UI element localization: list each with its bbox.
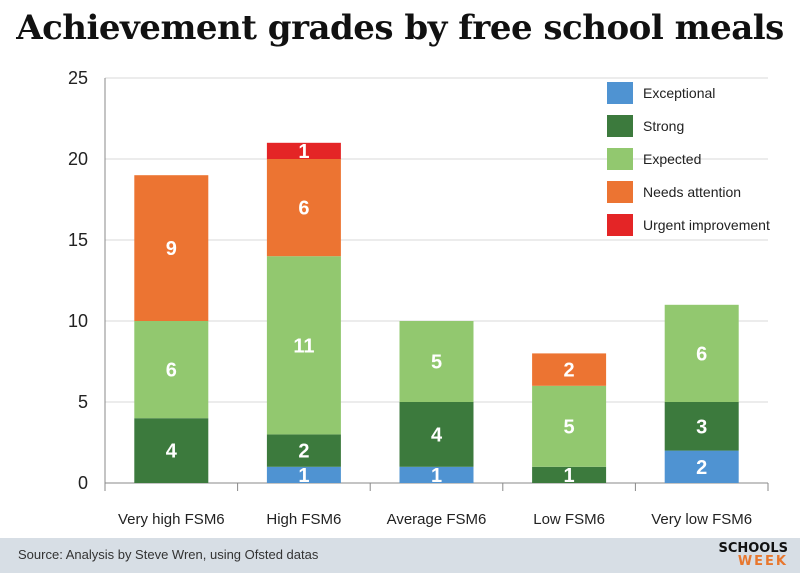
schools-week-logo: SCHOOLS WEEK (718, 542, 788, 568)
bar-value-label: 1 (298, 141, 309, 163)
bar-value-label: 1 (564, 465, 575, 487)
bar-value-label: 4 (431, 424, 443, 446)
bar-value-label: 2 (696, 457, 707, 479)
logo-text-bottom: WEEK (737, 554, 788, 569)
y-tick-label: 0 (78, 473, 88, 493)
bar-value-label: 9 (166, 238, 177, 260)
bar-segment-exceptional (399, 466, 474, 483)
bar-value-label: 5 (564, 416, 575, 438)
y-tick-label: 25 (68, 68, 88, 88)
bar-value-label: 11 (293, 335, 314, 357)
bar-segment-expected (134, 321, 209, 419)
legend-swatch (607, 82, 633, 104)
bar-value-label: 2 (564, 360, 575, 382)
bar-segment-needs-attention (266, 159, 341, 257)
y-tick-label: 20 (68, 149, 88, 169)
bar-value-label: 6 (166, 360, 177, 382)
x-category-label: Very high FSM6 (118, 511, 225, 528)
legend-label: Expected (643, 151, 701, 167)
chart-title: Achievement grades by free school meals (16, 8, 784, 48)
legend-label: Strong (643, 118, 684, 134)
bar-segment-exceptional (266, 466, 341, 483)
source-note: Source: Analysis by Steve Wren, using Of… (18, 547, 319, 562)
bar-segment-expected (532, 385, 607, 467)
bar-segment-urgent-improvement (266, 142, 341, 159)
bar-segment-expected (664, 304, 739, 402)
legend-swatch (607, 115, 633, 137)
footer-bar: Source: Analysis by Steve Wren, using Of… (0, 538, 800, 573)
legend-label: Needs attention (643, 184, 741, 200)
bar-value-label: 1 (298, 465, 309, 487)
bar-segment-exceptional (664, 450, 739, 483)
x-category-label: Average FSM6 (387, 511, 487, 528)
legend-swatch (607, 181, 633, 203)
bar-segment-expected (266, 256, 341, 435)
bar-segment-strong (134, 418, 209, 483)
logo-text-top: SCHOOLS (718, 541, 788, 556)
legend-swatch (607, 148, 633, 170)
bar-segment-expected (399, 321, 474, 402)
bar-value-label: 6 (298, 198, 309, 220)
y-tick-label: 15 (68, 230, 88, 250)
bar-value-label: 6 (696, 343, 707, 365)
bar-value-label: 1 (431, 465, 442, 487)
legend-label: Exceptional (643, 85, 715, 101)
y-tick-label: 5 (78, 392, 88, 412)
bar-value-label: 3 (696, 416, 707, 438)
bar-segment-strong (266, 434, 341, 467)
bar-segment-strong (399, 402, 474, 467)
legend-swatch (607, 214, 633, 236)
bar-value-label: 5 (431, 352, 442, 374)
x-category-label: High FSM6 (266, 511, 341, 528)
bar-value-label: 2 (298, 441, 309, 463)
legend-label: Urgent improvement (643, 217, 770, 233)
legend: Exceptional Strong Expected Needs attention… (607, 82, 770, 236)
x-category-label: Low FSM6 (533, 511, 605, 528)
x-category-label: Very low FSM6 (651, 511, 752, 528)
y-tick-label: 10 (68, 311, 88, 331)
bar-segment-strong (532, 466, 607, 483)
bar-segment-needs-attention (532, 353, 607, 386)
bar-segment-strong (664, 402, 739, 451)
bar-segment-needs-attention (134, 175, 209, 321)
bar-value-label: 4 (166, 441, 178, 463)
